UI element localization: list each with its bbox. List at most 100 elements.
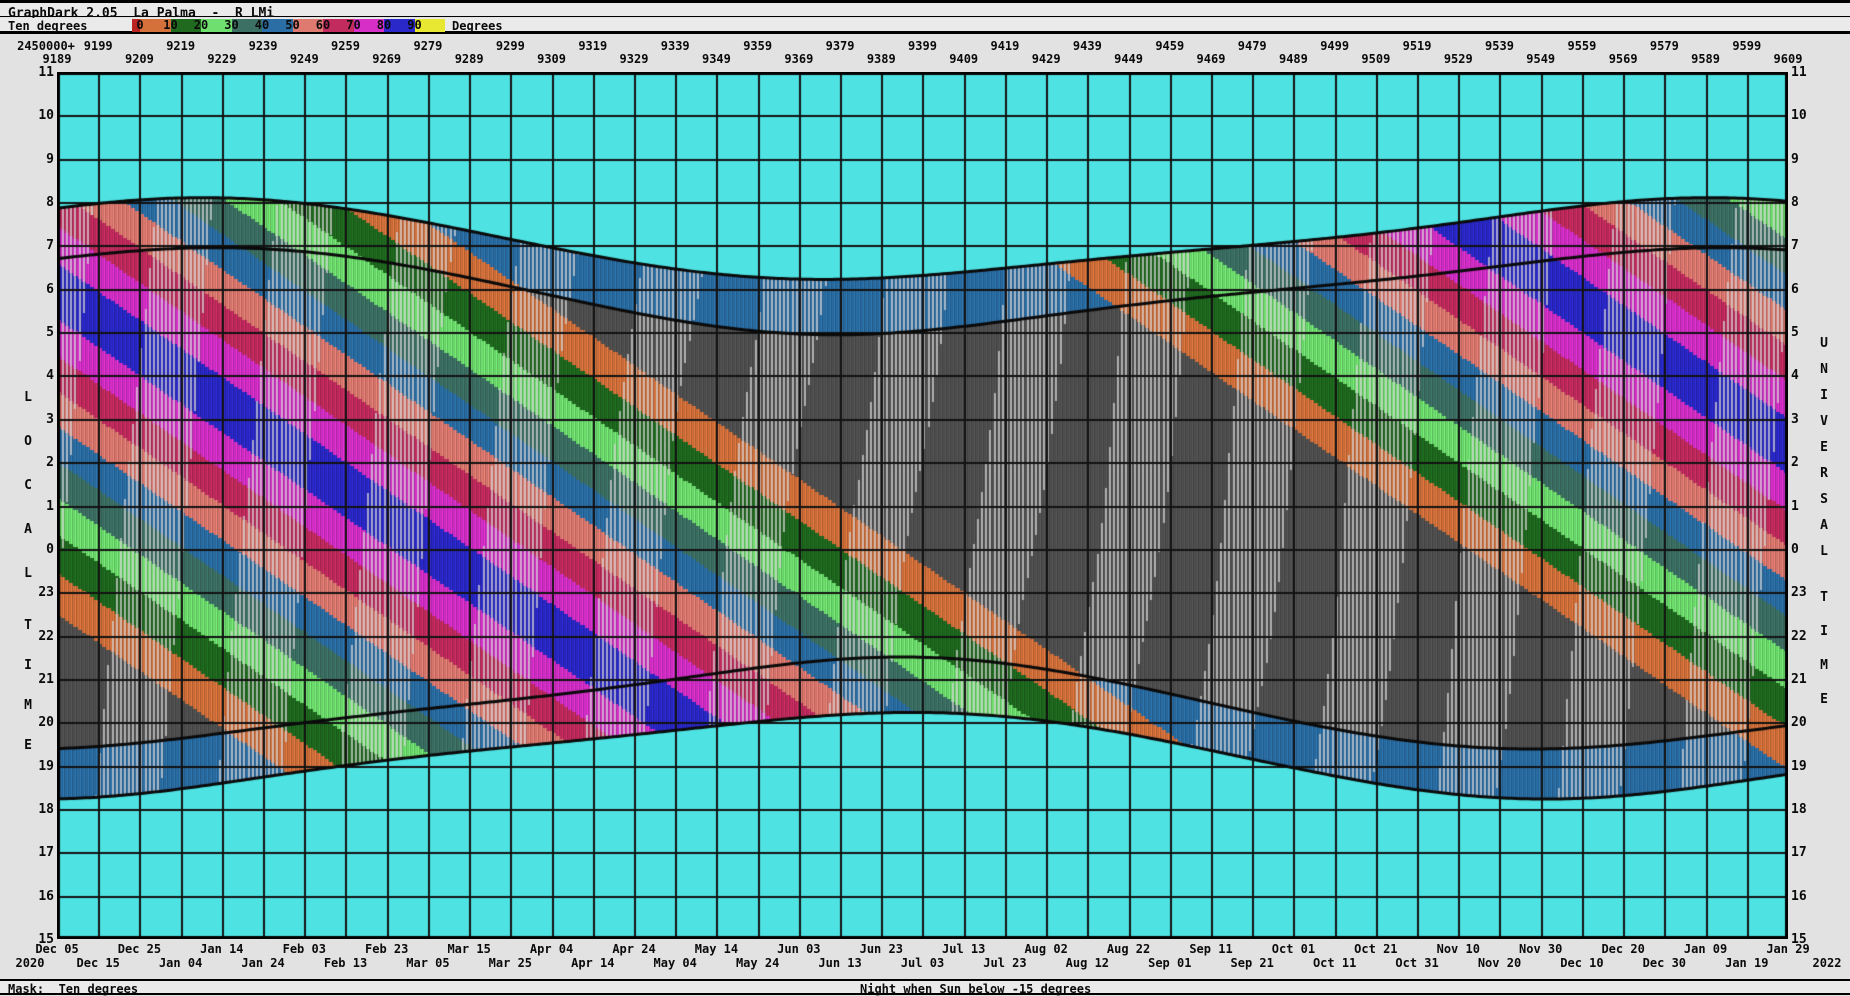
hour-label-universal: 20 [1791,715,1807,731]
status-mask-label: Mask: Ten degrees [8,982,139,996]
calendar-date-label: Mar 25 [488,956,533,970]
hour-label-universal: 15 [1791,932,1807,947]
hour-label-universal: 17 [1791,845,1807,861]
hour-label-universal: 19 [1791,758,1807,774]
hour-label-local: 19 [38,758,54,774]
julian-date-label: 9249 [289,52,319,66]
hour-label-local: 22 [38,628,54,644]
julian-date-label: 9489 [1278,52,1308,66]
hour-label-universal: 22 [1791,628,1807,644]
right-axis-title-letter: A [1820,518,1828,533]
julian-date-label: 9379 [825,39,855,53]
calendar-date-label: Feb 13 [323,956,368,970]
calendar-date-label: Feb 23 [365,942,409,956]
julian-date-label: 9519 [1402,39,1432,53]
julian-date-label: 9369 [784,52,814,66]
julian-date-label: 9319 [578,39,608,53]
hour-label-local: 16 [38,888,54,904]
julian-date-label: 9359 [743,39,773,53]
hour-label-universal: 10 [1791,108,1807,124]
status-bar: Mask: Ten degrees Night when Sun below -… [0,979,1850,996]
julian-date-label: 9429 [1031,52,1061,66]
hour-label-universal: 5 [1791,325,1799,341]
legend-band-swatch [170,19,201,32]
calendar-date-label: Jul 23 [983,956,1027,970]
julian-date-label: 9559 [1567,39,1597,53]
calendar-date-label: Jan 04 [158,956,203,970]
hour-label-local: 21 [38,671,54,687]
legend-tick-label: 70 [346,18,361,32]
legend-tick-label: 60 [315,18,331,32]
hour-label-local: 1 [46,498,54,514]
hour-label-local: 8 [46,195,54,211]
calendar-date-label: Dec 25 [117,942,162,956]
legend-band-swatch [231,19,262,32]
legend-band-swatch [384,19,415,32]
julian-date-label: 9259 [331,39,360,53]
calendar-date-label: Apr 04 [529,942,574,956]
left-axis-title-letter: A [24,522,32,537]
left-axis-title-letter: L [24,390,32,405]
left-axis-title-letter: O [24,434,32,449]
calendar-date-label: Oct 21 [1354,942,1398,956]
julian-date-label: 9349 [701,52,731,66]
legend-tick-label: 80 [376,18,392,32]
right-axis-title-letter: V [1820,414,1828,429]
left-axis-title-letter: I [24,658,32,673]
calendar-date-label: May 24 [735,956,780,970]
julian-date-label: 9299 [495,39,525,53]
hour-label-local: 0 [46,541,54,557]
hour-label-universal: 21 [1791,671,1807,687]
hour-label-universal: 11 [1791,65,1807,80]
title-bar: GraphDark 2.05 La Palma - R LMi [0,0,1850,21]
legend-tick-label: 0 [136,18,144,32]
left-axis-title-letter: L [24,566,32,581]
right-axis-title-letter: E [1820,440,1828,455]
julian-date-label: 9539 [1485,39,1514,53]
calendar-date-label: Oct 01 [1271,942,1316,956]
calendar-date-label: Aug 12 [1065,956,1110,970]
hour-label-local: 15 [38,932,54,947]
hour-label-universal: 4 [1791,368,1799,384]
julian-prefix-label: 2450000+ [17,39,75,53]
hour-label-local: 20 [38,715,54,731]
julian-date-label: 9389 [866,52,896,66]
julian-date-label: 9549 [1526,52,1556,66]
julian-date-label: 9569 [1608,52,1638,66]
julian-date-label: 9289 [454,52,484,66]
right-axis-title-letter: L [1820,544,1828,559]
julian-date-label: 9439 [1072,39,1102,53]
hour-label-universal: 7 [1791,238,1799,254]
calendar-date-label: Jan 09 [1683,942,1728,956]
legend-tick-label: 90 [407,18,422,32]
julian-date-label: 9589 [1691,52,1721,66]
julian-date-label: 9469 [1196,52,1226,66]
legend-tick-label: 30 [224,18,239,32]
julian-date-label: 9399 [908,39,937,53]
julian-date-label: 9339 [660,39,690,53]
calendar-date-label: Jan 24 [241,956,285,970]
calendar-date-label: Apr 14 [571,956,615,970]
legend-band-swatch [414,19,445,32]
julian-date-label: 9449 [1114,52,1144,66]
calendar-date-label: Jun 13 [818,956,862,970]
right-axis-title-letter: N [1820,362,1828,377]
calendar-date-label: Oct 31 [1395,956,1439,970]
left-axis-title-letter: T [24,618,32,633]
right-axis-title-letter: I [1820,388,1828,403]
calendar-date-label: Mar 05 [406,956,450,970]
hour-label-local: 9 [46,151,54,167]
julian-date-label: 9409 [949,52,979,66]
julian-date-label: 9579 [1649,39,1679,53]
right-axis-title-letter: U [1820,336,1828,351]
legend-tick-label: 40 [254,18,270,32]
left-axis-title-letter: M [24,698,32,713]
hour-label-local: 6 [46,281,54,297]
calendar-date-label: Dec 20 [1601,942,1645,956]
year-label: 2022 [1812,956,1842,970]
legend-band-swatch [292,19,323,32]
julian-date-label: 9199 [83,39,113,53]
hour-label-local: 2 [46,455,54,471]
hour-label-local: 3 [46,411,54,427]
